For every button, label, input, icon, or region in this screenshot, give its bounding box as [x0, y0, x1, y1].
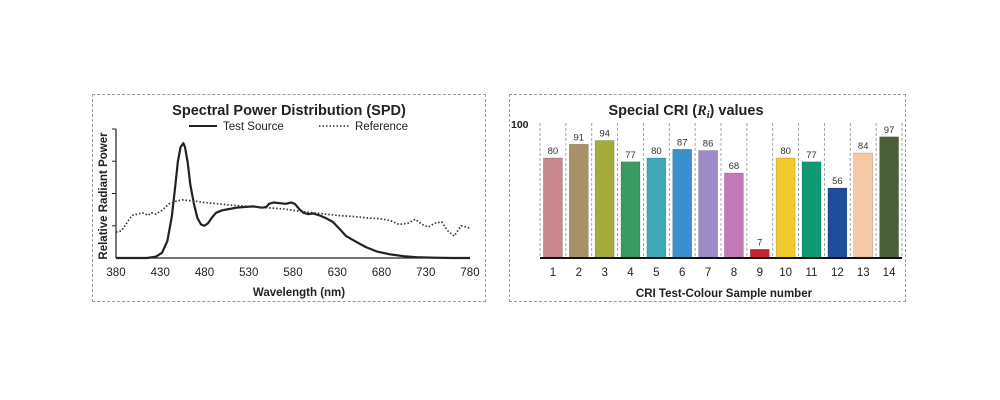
cri-category-label-10: 10	[779, 267, 792, 279]
spd-x-tick-label: 480	[195, 267, 214, 279]
cri-category-label-6: 6	[679, 267, 685, 279]
cri-category-label-5: 5	[653, 267, 659, 279]
spd-legend: Test Source Reference	[189, 121, 408, 133]
spd-x-tick-label: 730	[416, 267, 435, 279]
spd-x-tick-label: 780	[460, 267, 479, 279]
cri-bar-6	[672, 148, 692, 259]
cri-bar-14	[879, 136, 899, 259]
spd-x-tick-label: 530	[239, 267, 258, 279]
cri-category-label-8: 8	[731, 267, 737, 279]
spd-y-axis-label: Relative Radiant Power	[98, 132, 110, 260]
cri-category-label-14: 14	[883, 267, 896, 279]
spd-series-reference	[115, 199, 471, 237]
cri-category-label-13: 13	[857, 267, 870, 279]
cri-category-label-12: 12	[831, 267, 844, 279]
cri-y-tick-100: 100	[511, 119, 529, 131]
spd-x-tick-label: 630	[328, 267, 347, 279]
cri-x-axis-label: CRI Test-Colour Sample number	[636, 288, 813, 300]
cri-bar-5	[646, 157, 667, 259]
cri-data-label-6: 87	[677, 137, 688, 148]
spd-chart-panel: Spectral Power Distribution (SPD) Test S…	[92, 94, 486, 302]
cri-data-label-13: 84	[858, 141, 869, 152]
cri-data-label-11: 77	[806, 150, 817, 161]
cri-category-ticks: 1 2 3 4 5 6 7 8 9 10 11 12 13 14	[550, 267, 896, 279]
legend-label-reference: Reference	[355, 121, 408, 133]
cri-data-labels: 80 91 94 77 80 87 86 68 7 80 77 56 84 97	[548, 125, 895, 249]
cri-separators	[539, 123, 903, 258]
cri-data-label-10: 80	[780, 146, 791, 157]
cri-bar-3	[594, 140, 615, 259]
cri-chart-panel: Special CRI (Ri) values 100 CRI Test-Col…	[509, 94, 906, 302]
cri-chart-title: Special CRI (Ri) values	[608, 103, 763, 121]
spd-series-group	[115, 142, 471, 260]
cri-category-label-9: 9	[757, 267, 763, 279]
cri-bar-4	[620, 161, 641, 259]
cri-data-label-12: 56	[832, 176, 843, 187]
cri-chart: Special CRI (Ri) values 100 CRI Test-Col…	[511, 103, 903, 300]
cri-bar-7	[698, 150, 718, 259]
legend-label-test-source: Test Source	[223, 121, 284, 133]
cri-bars	[543, 136, 899, 259]
spd-x-tick-label: 580	[283, 267, 302, 279]
cri-data-label-4: 77	[625, 150, 636, 161]
cri-data-label-8: 68	[729, 161, 740, 172]
cri-category-label-1: 1	[550, 267, 556, 279]
spd-chart-title: Spectral Power Distribution (SPD)	[172, 103, 406, 119]
spd-chart: Spectral Power Distribution (SPD) Test S…	[98, 103, 480, 299]
cri-bar-9	[750, 249, 770, 259]
cri-bar-8	[724, 172, 744, 259]
cri-data-label-7: 86	[703, 139, 714, 150]
cri-bar-1	[543, 157, 563, 259]
cri-data-label-1: 80	[548, 146, 559, 157]
cri-bar-13	[853, 152, 874, 259]
cri-data-label-2: 91	[573, 132, 584, 143]
spd-x-tick-label: 680	[372, 267, 391, 279]
spd-x-tick-label: 430	[151, 267, 170, 279]
cri-category-label-4: 4	[627, 267, 634, 279]
cri-category-label-2: 2	[576, 267, 582, 279]
cri-data-label-14: 97	[884, 125, 895, 136]
spd-axes	[112, 128, 470, 259]
spd-series-test-source	[116, 142, 470, 260]
cri-category-label-7: 7	[705, 267, 711, 279]
cri-bar-2	[568, 143, 589, 259]
spd-x-axis-label: Wavelength (nm)	[253, 287, 345, 299]
cri-bar-11	[801, 161, 822, 259]
cri-bar-10	[775, 157, 796, 259]
cri-category-label-3: 3	[601, 267, 607, 279]
spd-x-ticks: 380 430 480 530 580 630 680 730 780	[106, 267, 479, 279]
cri-data-label-3: 94	[599, 129, 610, 140]
cri-category-label-11: 11	[806, 267, 818, 279]
cri-bar-12	[827, 187, 848, 259]
cri-data-label-9: 7	[757, 237, 762, 248]
cri-data-label-5: 80	[651, 146, 662, 157]
spd-x-tick-label: 380	[106, 267, 125, 279]
